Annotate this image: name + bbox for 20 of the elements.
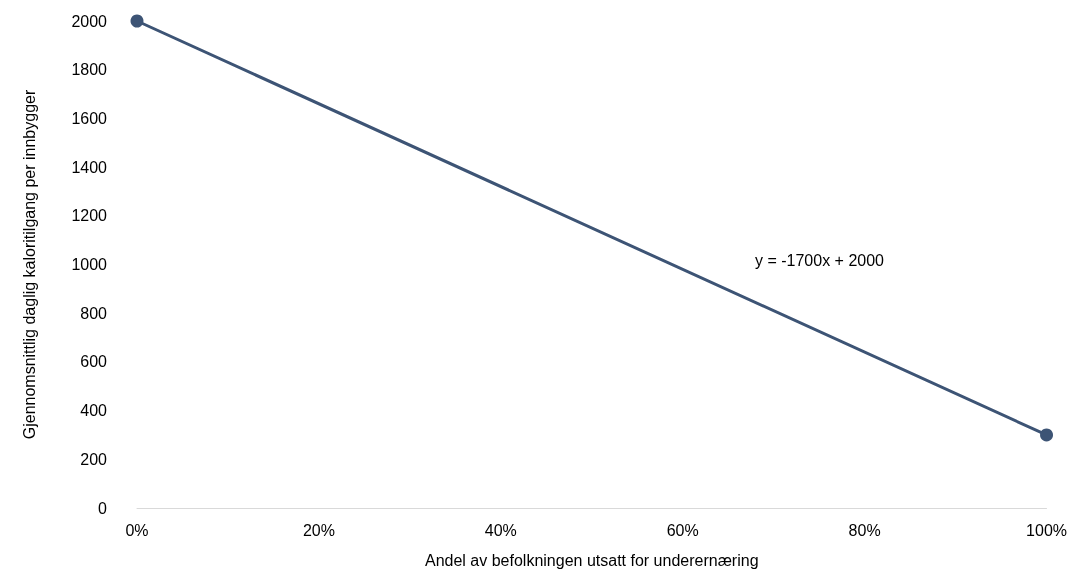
x-tick-label: 100%	[1026, 521, 1067, 539]
y-tick-label: 1600	[71, 109, 108, 127]
y-tick-label: 0	[98, 499, 108, 517]
x-tick-label: 80%	[848, 521, 881, 539]
y-tick-label: 800	[80, 304, 108, 322]
x-tick-label: 60%	[666, 521, 699, 539]
y-tick-label: 600	[80, 353, 108, 371]
x-tick-label: 0%	[125, 521, 149, 539]
y-tick-label: 1200	[71, 207, 108, 225]
x-axis-title: Andel av befolkningen utsatt for underernæring	[425, 551, 759, 569]
y-tick-label: 2000	[71, 12, 108, 30]
x-tick-label: 40%	[484, 521, 517, 539]
annotation: y = -1700x + 2000	[755, 251, 885, 269]
y-tick-label: 400	[80, 402, 108, 420]
x-tick-label: 20%	[302, 521, 335, 539]
y-tick-label: 1400	[71, 158, 108, 176]
y-axis-title: Gjennomsnittlig daglig kaloritilgang per innbygger	[20, 89, 38, 440]
y-tick-label: 200	[80, 450, 108, 468]
y-tick-label: 1800	[71, 61, 108, 79]
y-tick-label: 1000	[71, 256, 108, 273]
